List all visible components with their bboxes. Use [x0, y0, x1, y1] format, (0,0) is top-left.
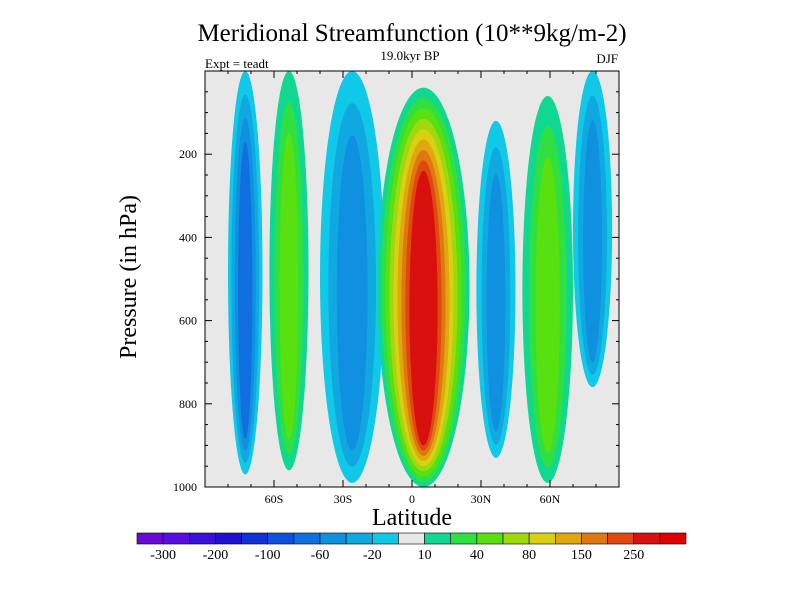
- colorbar-swatch: [554, 532, 582, 545]
- colorbar-swatch: [607, 532, 635, 545]
- colorbar-swatch: [528, 532, 556, 545]
- colorbar-swatch: [398, 532, 425, 545]
- colorbar-swatch: [581, 532, 608, 545]
- arctic-cell-band: [583, 120, 602, 363]
- colorbar-label: -20: [363, 548, 382, 563]
- colorbar-swatch: [502, 532, 530, 545]
- x-tick-label: 0: [409, 492, 415, 506]
- colorbar-label: 150: [571, 548, 592, 563]
- colorbar-swatch: [659, 532, 687, 545]
- chart-left-string: Expt = teadt: [205, 56, 269, 71]
- colorbar-label: -200: [203, 548, 229, 563]
- colorbar-label: -300: [150, 548, 176, 563]
- southern-polar-cell-band: [238, 141, 253, 440]
- southern-subpolar-cell-band: [279, 133, 299, 440]
- x-tick-label: 60N: [540, 492, 561, 506]
- southern-hadley-ferrel-cell-band: [336, 135, 368, 451]
- northern-ferrel-cell-band: [486, 173, 506, 432]
- colorbar-swatch: [162, 532, 190, 545]
- chart-title: Meridional Streamfunction (10**9kg/m-2): [197, 20, 626, 47]
- colorbar-swatch: [371, 532, 399, 545]
- colorbar-label: -100: [255, 548, 281, 563]
- colorbar-label: 80: [522, 548, 536, 563]
- colorbar-label: 40: [470, 548, 484, 563]
- contour-bands: [228, 71, 613, 487]
- colorbar-swatch: [215, 532, 242, 545]
- colorbar-swatch: [633, 532, 661, 545]
- y-tick-label: 800: [179, 397, 197, 411]
- colorbar-swatch: [136, 532, 164, 545]
- y-tick-label: 200: [179, 147, 197, 161]
- colorbar-swatch: [293, 532, 321, 545]
- colorbar-swatch: [424, 532, 452, 545]
- x-tick-label: 60S: [265, 492, 284, 506]
- axis-ticks: 60S 30S 0 30N 60N 200 400 600 800 1000: [173, 71, 620, 506]
- contour-fields: [228, 71, 613, 487]
- plot-area: 60S 30S 0 30N 60N 200 400 600 800 1000: [173, 70, 620, 506]
- y-tick-label: 400: [179, 230, 197, 244]
- x-tick-label: 30N: [471, 492, 492, 506]
- colorbar: -300 -200 -100 -60 -20 10 40 80 150 250: [136, 532, 687, 563]
- y-axis-label: Pressure (in hPa): [116, 195, 142, 359]
- chart-center-string: 19.0kyr BP: [380, 48, 439, 63]
- colorbar-swatch: [267, 532, 295, 545]
- colorbar-swatch: [319, 532, 347, 545]
- colorbar-label: -60: [311, 548, 330, 563]
- chart-right-string: DJF: [596, 51, 618, 66]
- colorbar-swatch: [450, 532, 478, 545]
- y-tick-label: 600: [179, 314, 197, 328]
- northern-polar-cell-band: [535, 156, 560, 453]
- y-tick-label: 1000: [173, 480, 197, 494]
- colorbar-swatch: [476, 532, 504, 545]
- colorbar-swatch: [241, 532, 269, 545]
- colorbar-label: 250: [623, 548, 644, 563]
- x-axis-label: Latitude: [372, 505, 452, 531]
- colorbar-swatch: [188, 532, 216, 545]
- northern-winter-hadley-cell-band: [409, 170, 438, 446]
- colorbar-label: 10: [418, 548, 432, 563]
- x-tick-label: 30S: [334, 492, 353, 506]
- colorbar-swatch: [345, 532, 373, 545]
